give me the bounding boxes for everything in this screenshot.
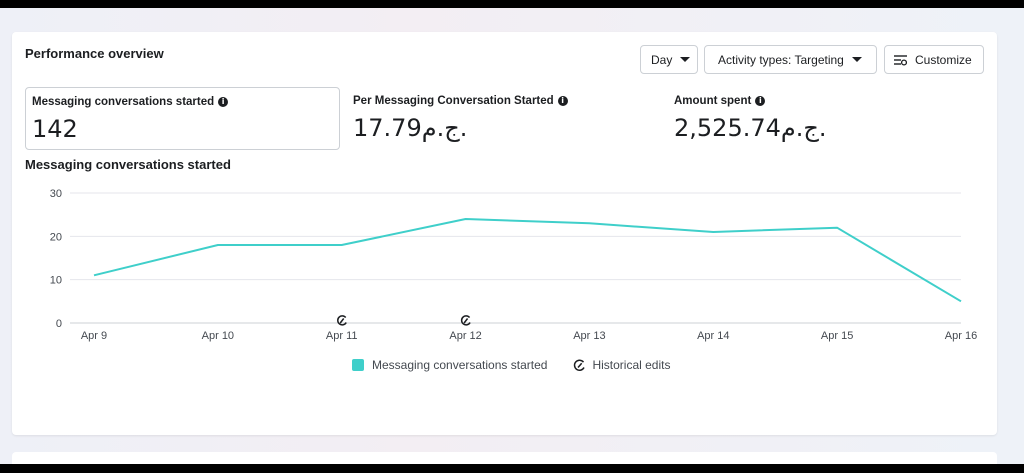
info-icon[interactable]: i bbox=[755, 96, 766, 106]
card-title: Performance overview bbox=[25, 46, 164, 61]
metric-value: 17.79ج.م. bbox=[353, 114, 468, 142]
x-tick-label: Apr 12 bbox=[449, 330, 481, 342]
historical-edit-needle bbox=[339, 318, 345, 324]
metric-label-text: Per Messaging Conversation Started bbox=[353, 95, 554, 107]
y-tick-label: 0 bbox=[56, 318, 62, 330]
x-tick-label: Apr 9 bbox=[81, 330, 107, 342]
data-point[interactable] bbox=[88, 269, 100, 281]
x-tick-label: Apr 11 bbox=[326, 330, 358, 342]
data-point[interactable] bbox=[212, 239, 224, 251]
day-dropdown[interactable]: Day bbox=[640, 45, 698, 74]
metric-label: Messaging conversations started i bbox=[32, 96, 229, 108]
historical-edit-icon bbox=[574, 359, 586, 371]
next-card-edge bbox=[12, 452, 997, 464]
info-icon[interactable]: i bbox=[218, 97, 229, 107]
day-dropdown-label: Day bbox=[651, 52, 673, 67]
metric-label-text: Messaging conversations started bbox=[32, 96, 215, 108]
caret-down-icon bbox=[680, 57, 691, 62]
customize-label: Customize bbox=[915, 52, 972, 67]
data-point[interactable] bbox=[955, 295, 967, 307]
legend-historical-label: Historical edits bbox=[592, 358, 671, 372]
metric-label: Per Messaging Conversation Started i bbox=[353, 95, 568, 107]
data-point[interactable] bbox=[336, 239, 348, 251]
line-chart: 0 10 20 30 Apr 9 Apr 10 Apr 11 Apr 12 Apr 13 Apr … bbox=[50, 188, 977, 342]
metric-amount-spent[interactable]: Amount spent i 2,525.74ج.م. bbox=[668, 87, 968, 150]
x-tick-label: Apr 10 bbox=[202, 330, 234, 342]
data-point[interactable] bbox=[707, 226, 719, 238]
x-tick-label: Apr 14 bbox=[697, 330, 729, 342]
y-tick-label: 30 bbox=[50, 188, 62, 200]
metric-value: 142 bbox=[32, 115, 78, 143]
x-tick-label: Apr 15 bbox=[821, 330, 853, 342]
caret-down-icon bbox=[851, 57, 862, 62]
info-icon[interactable]: i bbox=[557, 96, 568, 106]
legend-series-label[interactable]: Messaging conversations started bbox=[372, 358, 548, 372]
historical-edit-needle bbox=[463, 318, 469, 324]
metric-messaging-conversations[interactable]: Messaging conversations started i 142 bbox=[25, 87, 340, 150]
activity-types-label: Activity types: Targeting bbox=[718, 52, 844, 67]
historical-edit-marker[interactable] bbox=[460, 315, 471, 326]
metric-cost-per-conversation[interactable]: Per Messaging Conversation Started i 17.… bbox=[347, 87, 647, 150]
data-point[interactable] bbox=[460, 213, 472, 225]
y-tick-label: 10 bbox=[50, 275, 62, 287]
y-tick-label: 20 bbox=[50, 231, 62, 243]
data-point[interactable] bbox=[583, 217, 595, 229]
performance-overview-card: Performance overview Day Activity types:… bbox=[12, 32, 997, 435]
chart-legend: Messaging conversations started Historic… bbox=[352, 358, 670, 372]
legend-historical-edits[interactable]: Historical edits bbox=[573, 358, 670, 372]
historical-edit-icon bbox=[460, 315, 471, 326]
chart-title: Messaging conversations started bbox=[25, 157, 231, 172]
sliders-icon bbox=[894, 54, 907, 66]
legend-series-swatch[interactable] bbox=[352, 359, 364, 371]
data-point[interactable] bbox=[831, 222, 843, 234]
x-tick-label: Apr 13 bbox=[573, 330, 605, 342]
x-tick-label: Apr 16 bbox=[945, 330, 977, 342]
historical-edit-marker[interactable] bbox=[337, 315, 347, 326]
series-line bbox=[93, 218, 962, 303]
metric-label: Amount spent i bbox=[674, 95, 766, 107]
historical-edit-icon bbox=[337, 315, 347, 326]
metric-value: 2,525.74ج.م. bbox=[674, 114, 827, 142]
metric-label-text: Amount spent bbox=[674, 95, 752, 107]
customize-button[interactable]: Customize bbox=[884, 45, 984, 74]
activity-types-dropdown[interactable]: Activity types: Targeting bbox=[704, 45, 877, 74]
